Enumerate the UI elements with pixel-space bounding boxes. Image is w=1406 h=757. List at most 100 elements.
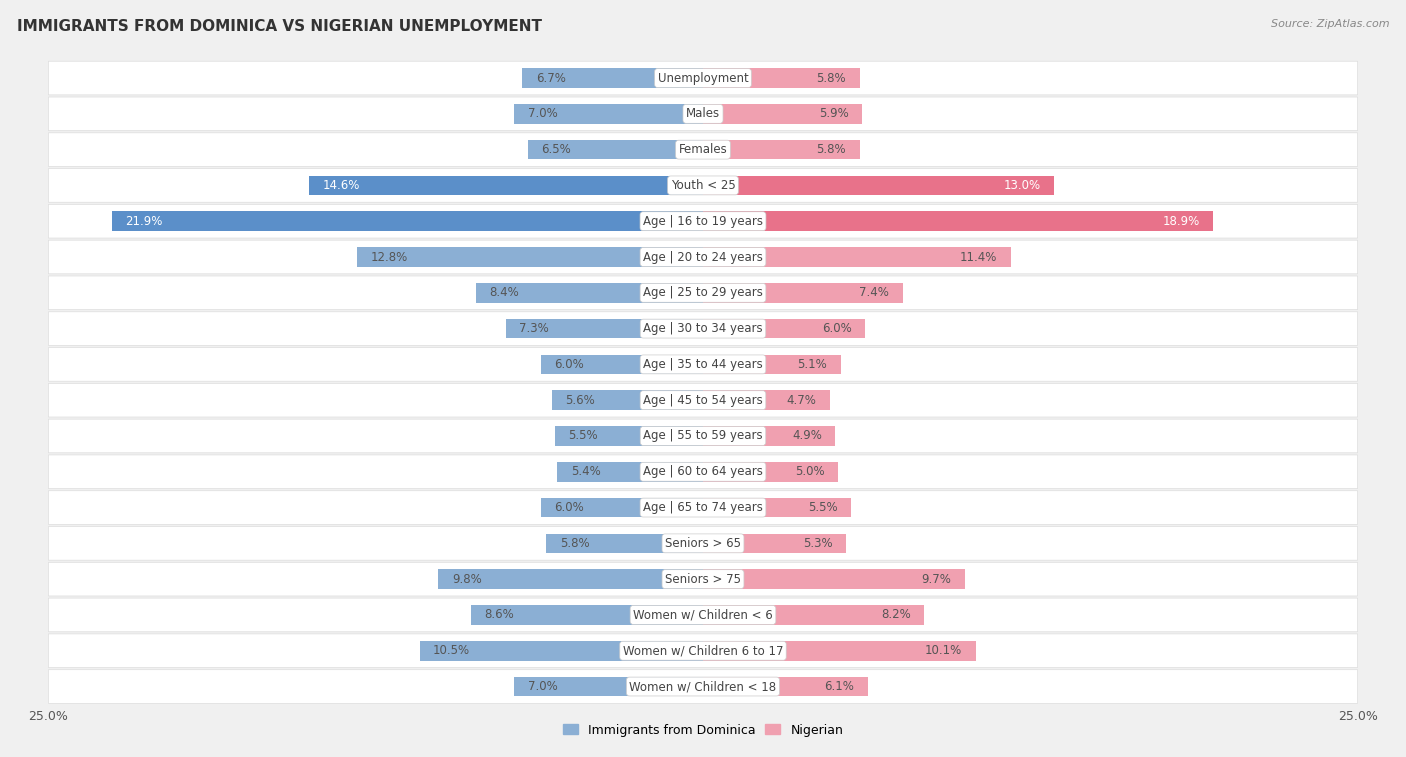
- Text: 13.0%: 13.0%: [1004, 179, 1040, 192]
- Bar: [506, 319, 703, 338]
- Text: Age | 45 to 54 years: Age | 45 to 54 years: [643, 394, 763, 407]
- Text: 25.0%: 25.0%: [1339, 710, 1378, 723]
- Text: 6.0%: 6.0%: [554, 358, 585, 371]
- Text: 6.1%: 6.1%: [824, 680, 855, 693]
- Text: 5.6%: 5.6%: [565, 394, 595, 407]
- Text: 6.0%: 6.0%: [554, 501, 585, 514]
- Bar: [477, 283, 703, 303]
- Text: Age | 35 to 44 years: Age | 35 to 44 years: [643, 358, 763, 371]
- Text: Unemployment: Unemployment: [658, 72, 748, 85]
- FancyBboxPatch shape: [48, 670, 1358, 703]
- Text: 5.8%: 5.8%: [817, 72, 846, 85]
- Bar: [703, 462, 838, 481]
- Text: IMMIGRANTS FROM DOMINICA VS NIGERIAN UNEMPLOYMENT: IMMIGRANTS FROM DOMINICA VS NIGERIAN UNE…: [17, 19, 541, 34]
- Bar: [357, 248, 703, 267]
- Bar: [551, 391, 703, 410]
- Bar: [703, 426, 835, 446]
- FancyBboxPatch shape: [48, 169, 1358, 202]
- Text: 8.4%: 8.4%: [489, 286, 519, 299]
- FancyBboxPatch shape: [48, 598, 1358, 632]
- Bar: [522, 68, 703, 88]
- Text: 5.8%: 5.8%: [560, 537, 589, 550]
- Bar: [703, 176, 1054, 195]
- Text: 4.7%: 4.7%: [786, 394, 817, 407]
- Text: 7.0%: 7.0%: [527, 680, 557, 693]
- Text: Age | 20 to 24 years: Age | 20 to 24 years: [643, 251, 763, 263]
- Text: 5.0%: 5.0%: [794, 466, 824, 478]
- Text: 5.9%: 5.9%: [820, 107, 849, 120]
- Text: 7.3%: 7.3%: [519, 322, 550, 335]
- Bar: [554, 426, 703, 446]
- Text: Women w/ Children 6 to 17: Women w/ Children 6 to 17: [623, 644, 783, 657]
- Text: 7.0%: 7.0%: [527, 107, 557, 120]
- Text: 6.5%: 6.5%: [541, 143, 571, 156]
- Bar: [557, 462, 703, 481]
- Bar: [439, 569, 703, 589]
- Text: 5.4%: 5.4%: [571, 466, 600, 478]
- Bar: [703, 319, 865, 338]
- Bar: [703, 497, 852, 517]
- Text: 12.8%: 12.8%: [371, 251, 408, 263]
- FancyBboxPatch shape: [48, 204, 1358, 238]
- Bar: [703, 391, 830, 410]
- Text: 11.4%: 11.4%: [960, 251, 997, 263]
- FancyBboxPatch shape: [48, 455, 1358, 488]
- Text: Seniors > 65: Seniors > 65: [665, 537, 741, 550]
- Text: Women w/ Children < 18: Women w/ Children < 18: [630, 680, 776, 693]
- FancyBboxPatch shape: [48, 276, 1358, 310]
- Text: 5.3%: 5.3%: [803, 537, 832, 550]
- Bar: [703, 569, 965, 589]
- Text: 5.1%: 5.1%: [797, 358, 827, 371]
- Text: Women w/ Children < 6: Women w/ Children < 6: [633, 609, 773, 621]
- Text: 8.6%: 8.6%: [484, 609, 515, 621]
- Bar: [112, 211, 703, 231]
- FancyBboxPatch shape: [48, 97, 1358, 131]
- Text: 14.6%: 14.6%: [322, 179, 360, 192]
- Bar: [419, 641, 703, 661]
- Text: 7.4%: 7.4%: [859, 286, 889, 299]
- Text: 5.5%: 5.5%: [808, 501, 838, 514]
- Text: 18.9%: 18.9%: [1163, 215, 1199, 228]
- Text: 5.8%: 5.8%: [817, 143, 846, 156]
- Bar: [703, 68, 859, 88]
- Text: Females: Females: [679, 143, 727, 156]
- Text: 4.9%: 4.9%: [792, 429, 821, 443]
- Text: 8.2%: 8.2%: [882, 609, 911, 621]
- Bar: [527, 140, 703, 160]
- Bar: [703, 104, 862, 123]
- Bar: [471, 605, 703, 625]
- Text: 10.5%: 10.5%: [433, 644, 470, 657]
- Bar: [703, 211, 1213, 231]
- Bar: [541, 497, 703, 517]
- Text: Age | 25 to 29 years: Age | 25 to 29 years: [643, 286, 763, 299]
- Text: Age | 16 to 19 years: Age | 16 to 19 years: [643, 215, 763, 228]
- FancyBboxPatch shape: [48, 240, 1358, 274]
- Text: 25.0%: 25.0%: [28, 710, 67, 723]
- FancyBboxPatch shape: [48, 312, 1358, 345]
- FancyBboxPatch shape: [48, 347, 1358, 382]
- FancyBboxPatch shape: [48, 61, 1358, 95]
- Text: 6.0%: 6.0%: [821, 322, 852, 335]
- Bar: [703, 534, 846, 553]
- Legend: Immigrants from Dominica, Nigerian: Immigrants from Dominica, Nigerian: [558, 718, 848, 742]
- Bar: [515, 104, 703, 123]
- FancyBboxPatch shape: [48, 634, 1358, 668]
- FancyBboxPatch shape: [48, 527, 1358, 560]
- Bar: [703, 283, 903, 303]
- Bar: [703, 248, 1011, 267]
- FancyBboxPatch shape: [48, 419, 1358, 453]
- Text: Age | 60 to 64 years: Age | 60 to 64 years: [643, 466, 763, 478]
- Text: 10.1%: 10.1%: [925, 644, 962, 657]
- Bar: [541, 354, 703, 374]
- FancyBboxPatch shape: [48, 132, 1358, 167]
- Bar: [703, 354, 841, 374]
- Text: 21.9%: 21.9%: [125, 215, 163, 228]
- Text: 6.7%: 6.7%: [536, 72, 565, 85]
- Text: Age | 65 to 74 years: Age | 65 to 74 years: [643, 501, 763, 514]
- Text: Age | 30 to 34 years: Age | 30 to 34 years: [643, 322, 763, 335]
- Bar: [703, 641, 976, 661]
- Text: Youth < 25: Youth < 25: [671, 179, 735, 192]
- Text: Age | 55 to 59 years: Age | 55 to 59 years: [643, 429, 763, 443]
- FancyBboxPatch shape: [48, 383, 1358, 417]
- Text: Seniors > 75: Seniors > 75: [665, 572, 741, 586]
